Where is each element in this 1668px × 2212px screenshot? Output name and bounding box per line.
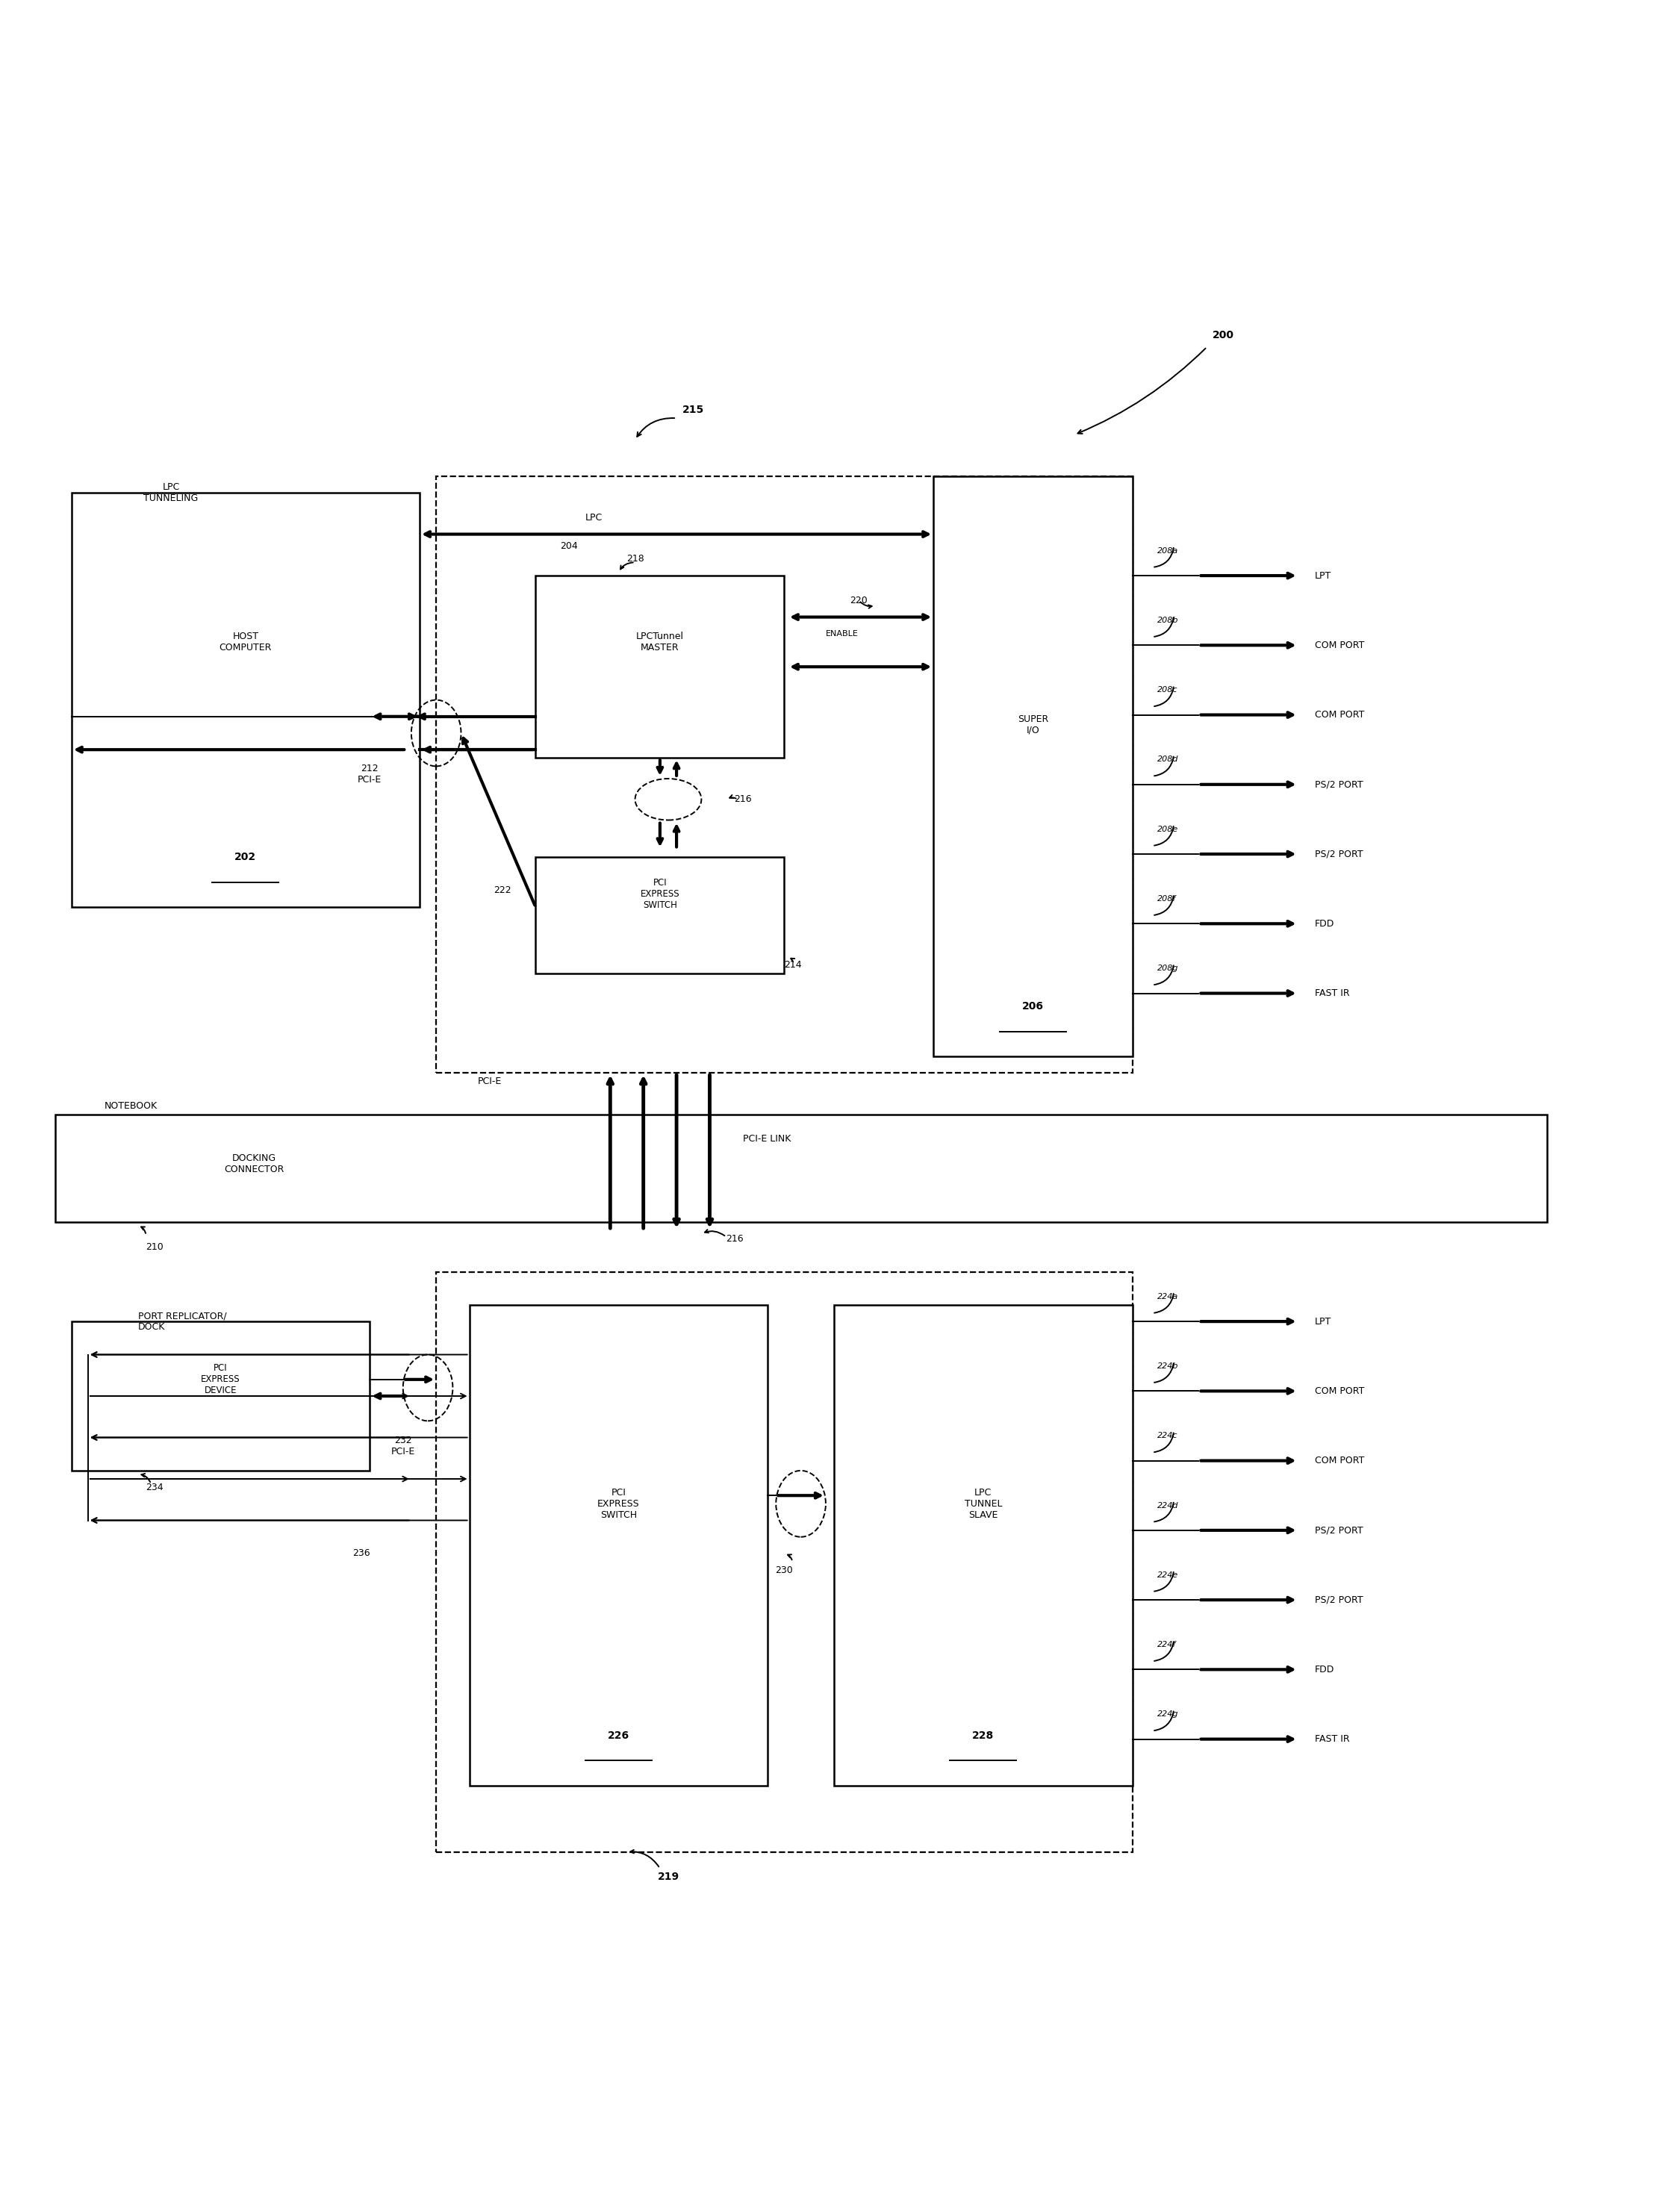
Text: 208e: 208e <box>1158 825 1178 834</box>
FancyBboxPatch shape <box>469 1305 767 1785</box>
Bar <box>435 476 1133 1073</box>
Text: LPC
TUNNELING: LPC TUNNELING <box>143 482 198 502</box>
Text: 208g: 208g <box>1158 964 1179 971</box>
Text: HOST
COMPUTER: HOST COMPUTER <box>219 630 272 653</box>
Text: LPC
TUNNEL
SLAVE: LPC TUNNEL SLAVE <box>964 1489 1002 1520</box>
Text: COM PORT: COM PORT <box>1314 710 1364 719</box>
Text: LPC: LPC <box>585 513 602 522</box>
FancyBboxPatch shape <box>934 476 1133 1057</box>
Text: FDD: FDD <box>1314 1666 1334 1674</box>
Text: 224c: 224c <box>1158 1431 1178 1440</box>
Text: 208f: 208f <box>1158 896 1176 902</box>
Text: 224d: 224d <box>1158 1502 1179 1509</box>
Text: 224b: 224b <box>1158 1363 1179 1369</box>
Text: 202: 202 <box>235 852 257 863</box>
FancyBboxPatch shape <box>55 1115 1546 1221</box>
Text: 228: 228 <box>972 1730 994 1741</box>
Text: FDD: FDD <box>1314 918 1334 929</box>
Text: 212
PCI-E: 212 PCI-E <box>359 763 382 785</box>
Text: COM PORT: COM PORT <box>1314 641 1364 650</box>
Text: LPT: LPT <box>1314 571 1331 580</box>
Text: LPCTunnel
MASTER: LPCTunnel MASTER <box>636 630 684 653</box>
Text: 208b: 208b <box>1158 617 1179 624</box>
Text: COM PORT: COM PORT <box>1314 1455 1364 1467</box>
Text: PCI-E: PCI-E <box>477 1077 502 1086</box>
FancyBboxPatch shape <box>834 1305 1133 1785</box>
FancyBboxPatch shape <box>72 493 420 907</box>
Text: 224g: 224g <box>1158 1710 1179 1719</box>
Text: 208a: 208a <box>1158 546 1178 555</box>
Bar <box>435 1272 1133 1851</box>
Text: 200: 200 <box>1213 330 1234 341</box>
Text: 236: 236 <box>352 1548 370 1557</box>
FancyBboxPatch shape <box>535 575 784 759</box>
Text: ENABLE: ENABLE <box>826 630 859 637</box>
Text: 220: 220 <box>851 595 867 606</box>
Text: FAST IR: FAST IR <box>1314 1734 1349 1743</box>
FancyBboxPatch shape <box>72 1321 370 1471</box>
Text: 224a: 224a <box>1158 1292 1178 1301</box>
Text: NOTEBOOK: NOTEBOOK <box>105 1102 158 1110</box>
Text: 208d: 208d <box>1158 757 1179 763</box>
Text: 224e: 224e <box>1158 1571 1178 1579</box>
Text: PS/2 PORT: PS/2 PORT <box>1314 849 1363 858</box>
Text: PS/2 PORT: PS/2 PORT <box>1314 1595 1363 1604</box>
Text: 216: 216 <box>726 1234 744 1243</box>
Text: COM PORT: COM PORT <box>1314 1387 1364 1396</box>
Text: 210: 210 <box>145 1241 163 1252</box>
Text: FAST IR: FAST IR <box>1314 989 1349 998</box>
Text: LPT: LPT <box>1314 1316 1331 1327</box>
Text: 214: 214 <box>784 960 801 971</box>
FancyBboxPatch shape <box>535 858 784 973</box>
Text: 226: 226 <box>607 1730 629 1741</box>
Text: 218: 218 <box>626 555 644 564</box>
Text: 206: 206 <box>1022 1002 1044 1011</box>
Text: 224f: 224f <box>1158 1641 1176 1648</box>
Text: PCI-E LINK: PCI-E LINK <box>742 1135 791 1144</box>
Text: 216: 216 <box>734 794 752 805</box>
Text: 222: 222 <box>494 885 512 896</box>
Text: DOCKING
CONNECTOR: DOCKING CONNECTOR <box>224 1152 284 1175</box>
Text: SUPER
I/O: SUPER I/O <box>1017 714 1048 734</box>
Text: 208c: 208c <box>1158 686 1178 695</box>
Text: 230: 230 <box>776 1566 794 1575</box>
Text: 215: 215 <box>682 405 704 416</box>
Text: 219: 219 <box>657 1871 679 1882</box>
Text: PCI
EXPRESS
SWITCH: PCI EXPRESS SWITCH <box>641 878 679 909</box>
Text: 232
PCI-E: 232 PCI-E <box>390 1436 415 1455</box>
Text: PS/2 PORT: PS/2 PORT <box>1314 779 1363 790</box>
Text: 204: 204 <box>560 542 577 551</box>
Text: PS/2 PORT: PS/2 PORT <box>1314 1526 1363 1535</box>
Text: PCI
EXPRESS
DEVICE: PCI EXPRESS DEVICE <box>202 1363 240 1396</box>
Text: PCI
EXPRESS
SWITCH: PCI EXPRESS SWITCH <box>597 1489 639 1520</box>
Text: PORT REPLICATOR/
DOCK: PORT REPLICATOR/ DOCK <box>138 1312 227 1332</box>
Text: 234: 234 <box>145 1482 163 1493</box>
